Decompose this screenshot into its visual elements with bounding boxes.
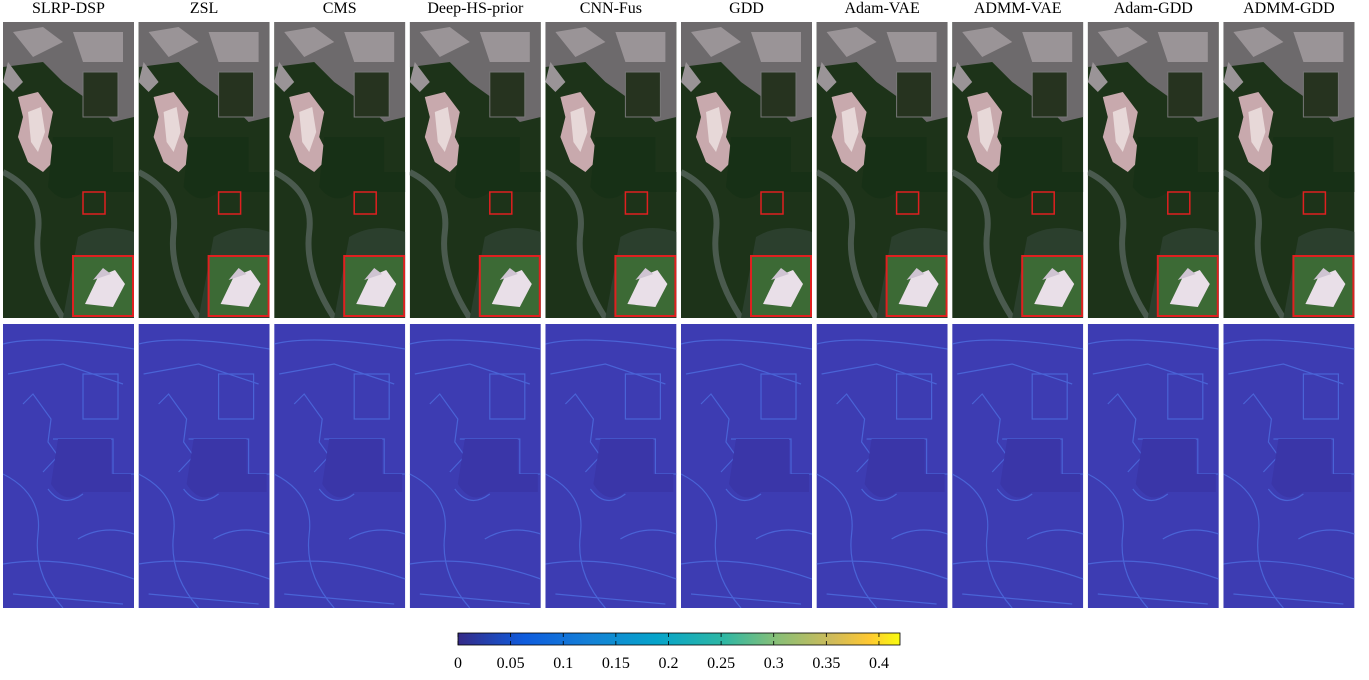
error-map [410, 324, 541, 608]
fused-image [817, 22, 948, 318]
tick-label: 0.2 [658, 655, 678, 672]
column-title: CNN-Fus [580, 0, 642, 17]
fused-image [274, 22, 405, 318]
column-title: ADMM-GDD [1243, 0, 1335, 17]
error-map [1223, 324, 1354, 608]
column-title: Adam-VAE [844, 0, 919, 17]
fused-image [681, 22, 812, 318]
fused-image [139, 22, 270, 318]
tick-label: 0.05 [497, 655, 525, 672]
tick-label: 0.15 [602, 655, 630, 672]
fused-image [1088, 22, 1219, 318]
tick-label: 0.1 [553, 655, 573, 672]
colorbar [458, 633, 900, 645]
tick-label: 0.4 [869, 655, 889, 672]
error-map [139, 324, 270, 608]
error-map [817, 324, 948, 608]
column-title: SLRP-DSP [32, 0, 105, 17]
error-map [3, 324, 134, 608]
fused-image [3, 22, 134, 318]
tick-label: 0.35 [812, 655, 840, 672]
figure: SLRP-DSP ZSL CMS Deep-HS-prior CNN-Fus GDD Ada… [0, 0, 1369, 675]
columns: SLRP-DSP ZSL CMS Deep-HS-prior CNN-Fus GDD Ada… [3, 0, 1354, 608]
error-map [681, 324, 812, 608]
tick-label: 0.3 [764, 655, 784, 672]
column-title: ZSL [190, 0, 218, 17]
tick-label: 0 [454, 655, 462, 672]
error-map [274, 324, 405, 608]
column-title: ADMM-VAE [974, 0, 1062, 17]
fused-image [1223, 22, 1354, 318]
column-title: CMS [323, 0, 357, 17]
error-map [952, 324, 1083, 608]
column-title: GDD [729, 0, 764, 17]
error-map [545, 324, 676, 608]
column-title: Adam-GDD [1114, 0, 1193, 17]
fused-image [410, 22, 541, 318]
fused-image [952, 22, 1083, 318]
column-title: Deep-HS-prior [427, 0, 524, 17]
error-map [1088, 324, 1219, 608]
fused-image [545, 22, 676, 318]
tick-label: 0.25 [707, 655, 735, 672]
